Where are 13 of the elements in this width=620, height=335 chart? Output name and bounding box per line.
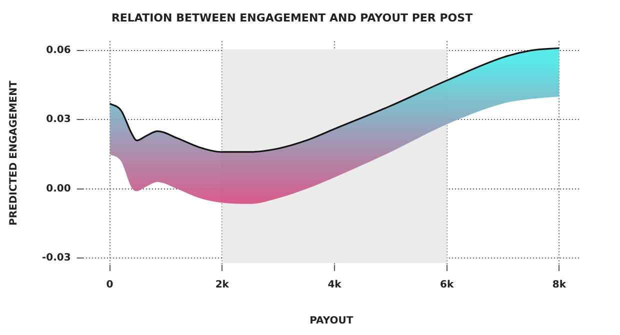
x-tick-label: 8k (552, 280, 566, 291)
x-tick-label: 0 (106, 280, 114, 291)
x-tick-label: 2k (215, 280, 230, 291)
y-tick-label: 0.06 (46, 45, 71, 56)
x-axis-title: PAYOUT (310, 316, 354, 327)
chart-title: RELATION BETWEEN ENGAGEMENT AND PAYOUT PER POST (111, 11, 474, 24)
y-tick-label: -0.03 (42, 252, 71, 264)
line-series (108, 47, 560, 153)
y-tick-label: 0.03 (46, 114, 71, 126)
y-axis-title: PREDICTED ENGAGEMENT (8, 80, 20, 226)
y-tick-label: 0.00 (46, 183, 71, 194)
x-tick-label: 4k (328, 280, 342, 291)
x-tick-label: 6k (440, 280, 454, 291)
